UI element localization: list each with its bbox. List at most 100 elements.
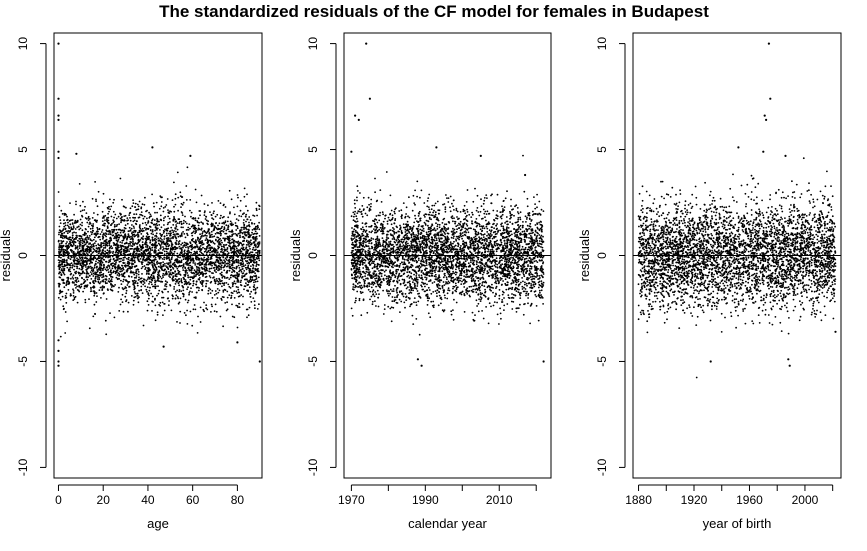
- data-point: [508, 227, 510, 229]
- data-point: [77, 240, 79, 242]
- data-point: [185, 279, 187, 281]
- data-point: [109, 267, 111, 269]
- data-point: [73, 295, 75, 297]
- data-point: [159, 305, 161, 307]
- data-point: [179, 260, 181, 262]
- data-point: [152, 260, 154, 262]
- data-point: [141, 252, 143, 254]
- data-point: [134, 262, 136, 264]
- data-point: [91, 273, 93, 275]
- data-point: [149, 226, 151, 228]
- data-point: [87, 260, 89, 262]
- data-point: [78, 285, 80, 287]
- data-point: [75, 277, 77, 279]
- data-point: [135, 223, 137, 225]
- data-point: [237, 194, 239, 196]
- data-point: [191, 212, 193, 214]
- data-point: [144, 265, 146, 267]
- data-point: [183, 265, 185, 267]
- data-point: [59, 219, 61, 221]
- data-point: [148, 298, 150, 300]
- data-point: [230, 277, 232, 279]
- data-point: [255, 249, 257, 251]
- data-point: [82, 201, 84, 203]
- data-point: [243, 219, 245, 221]
- data-point: [226, 263, 228, 265]
- data-point: [140, 214, 142, 216]
- data-point: [122, 229, 124, 231]
- data-point: [244, 258, 246, 260]
- data-point: [70, 278, 72, 280]
- data-point: [219, 258, 221, 260]
- data-point: [223, 252, 225, 254]
- data-point: [86, 212, 88, 214]
- data-point: [219, 244, 221, 246]
- data-point: [196, 257, 198, 259]
- data-point: [110, 224, 112, 226]
- data-point: [191, 239, 193, 241]
- data-point: [177, 172, 179, 174]
- data-point: [220, 202, 222, 204]
- data-point: [84, 285, 86, 287]
- data-point: [191, 249, 193, 251]
- data-point: [382, 237, 384, 239]
- data-point: [122, 301, 124, 303]
- data-point: [496, 257, 498, 259]
- data-point: [102, 238, 104, 240]
- data-point: [169, 266, 171, 268]
- data-point: [77, 263, 79, 265]
- data-point: [154, 277, 156, 279]
- data-point: [360, 314, 362, 316]
- data-point: [173, 234, 175, 236]
- data-point: [103, 275, 105, 277]
- data-point: [152, 272, 154, 274]
- data-point: [69, 231, 71, 233]
- data-point: [193, 283, 195, 285]
- data-point: [121, 242, 123, 244]
- data-point: [87, 276, 89, 278]
- data-point: [237, 256, 239, 258]
- data-point: [116, 240, 118, 242]
- data-point: [238, 244, 240, 246]
- data-point: [105, 279, 107, 281]
- data-point: [128, 250, 130, 252]
- data-point: [151, 310, 153, 312]
- data-point: [255, 236, 257, 238]
- data-point: [196, 220, 198, 222]
- data-point: [245, 267, 247, 269]
- data-point: [73, 253, 75, 255]
- data-point: [413, 274, 415, 276]
- data-point: [83, 209, 85, 211]
- data-point: [103, 273, 105, 275]
- data-point: [181, 282, 183, 284]
- data-point: [479, 248, 481, 250]
- data-point: [129, 243, 131, 245]
- data-point: [162, 314, 164, 316]
- data-point: [480, 228, 482, 230]
- data-point: [158, 243, 160, 245]
- data-point: [110, 245, 112, 247]
- data-point: [212, 272, 214, 274]
- data-point: [413, 202, 415, 204]
- data-point: [204, 248, 206, 250]
- data-point: [85, 280, 87, 282]
- data-point: [152, 286, 154, 288]
- data-point: [97, 276, 99, 278]
- data-point: [243, 222, 245, 224]
- data-point: [176, 243, 178, 245]
- data-point: [96, 267, 98, 269]
- data-point: [186, 251, 188, 253]
- data-point: [471, 220, 473, 222]
- data-point: [243, 288, 245, 290]
- data-point: [82, 229, 84, 231]
- data-point: [371, 287, 373, 289]
- data-point: [207, 241, 209, 243]
- data-point: [120, 280, 122, 282]
- data-point: [160, 264, 162, 266]
- data-point: [87, 250, 89, 252]
- data-point: [76, 257, 78, 259]
- data-point: [176, 281, 178, 283]
- data-point: [162, 273, 164, 275]
- data-point: [165, 280, 167, 282]
